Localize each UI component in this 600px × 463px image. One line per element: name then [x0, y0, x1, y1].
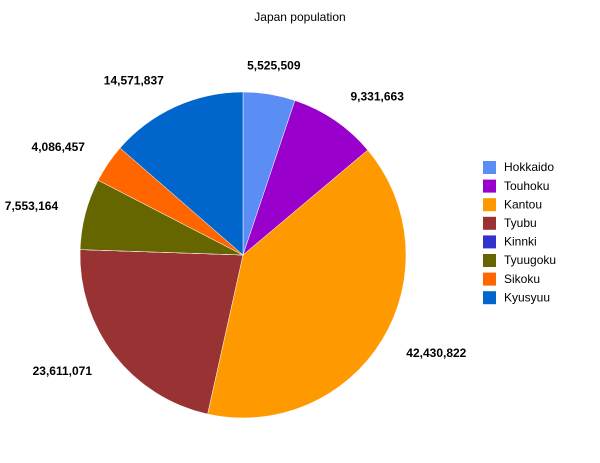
pie-slice: [119, 91, 244, 256]
chart-title: Japan population: [254, 10, 345, 24]
legend-swatch: [483, 291, 496, 305]
legend-label: Sikoku: [504, 272, 540, 286]
pie-slice: [242, 100, 369, 256]
data-label: 7,553,164: [5, 199, 59, 213]
legend-label: Kantou: [504, 197, 542, 211]
legend-swatch: [483, 254, 496, 267]
legend-swatch: [483, 198, 496, 212]
data-label: 5,525,509: [247, 59, 301, 73]
pie-slice: [207, 149, 407, 419]
legend-label: Tyuugoku: [504, 253, 556, 267]
legend-swatch: [483, 272, 496, 286]
data-label: 9,331,663: [351, 89, 405, 103]
data-label: 42,430,822: [406, 346, 466, 360]
legend-label: Tyubu: [504, 216, 537, 230]
data-label: 23,611,071: [33, 364, 93, 378]
legend-swatch: [483, 179, 496, 193]
legend-swatch: [483, 235, 496, 249]
legend-label: Kinnki: [504, 235, 537, 249]
data-label: 14,571,837: [104, 73, 164, 87]
legend-swatch: [483, 216, 496, 230]
legend-label: Hokkaido: [504, 160, 554, 174]
pie-slice: [79, 249, 244, 415]
legend-label: Kyusyuu: [504, 290, 550, 304]
legend-label: Touhoku: [504, 179, 549, 193]
data-label: 4,086,457: [32, 140, 86, 154]
legend-swatch: [483, 161, 496, 174]
